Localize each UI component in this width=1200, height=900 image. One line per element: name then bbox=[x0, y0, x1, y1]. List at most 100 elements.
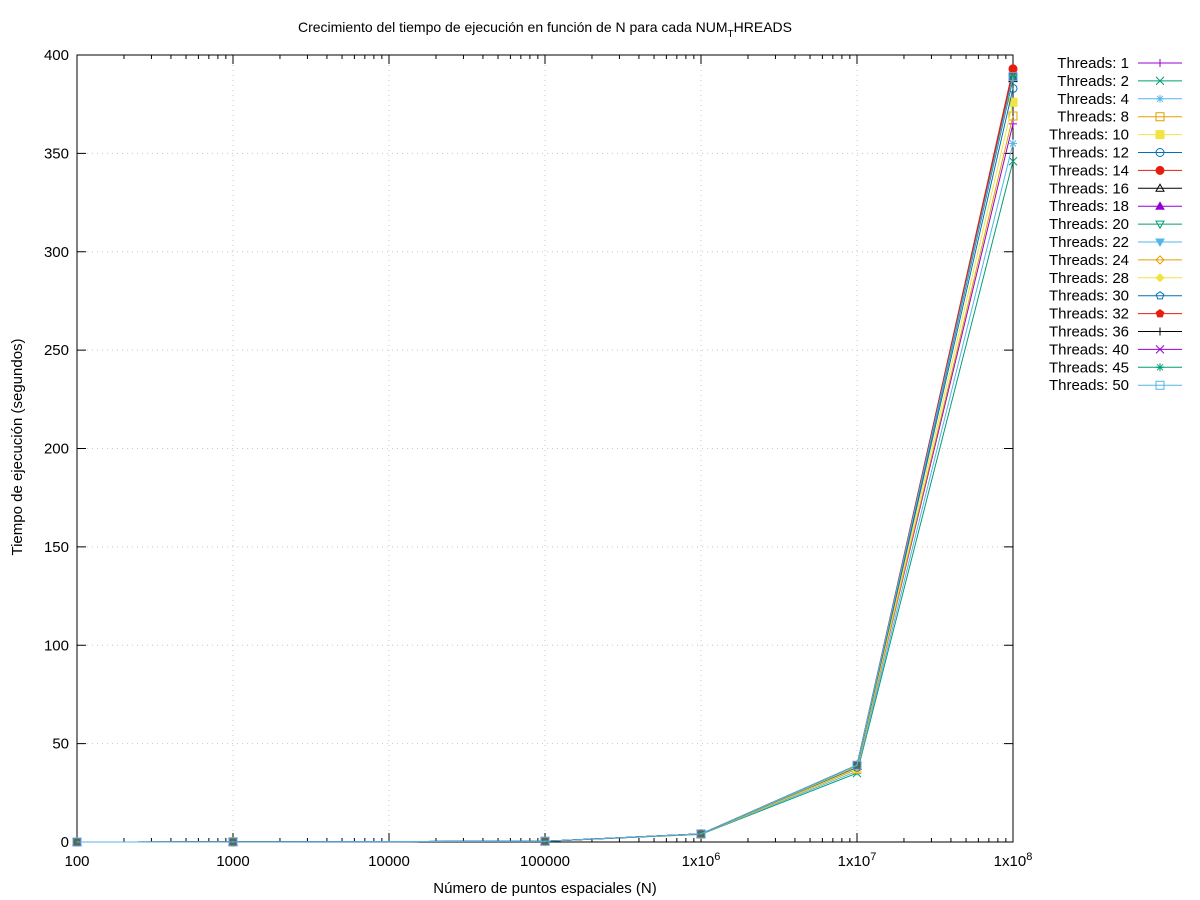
legend-item: Threads: 16 bbox=[1049, 180, 1182, 197]
series-14 bbox=[72, 70, 1018, 846]
series-13 bbox=[72, 69, 1018, 847]
y-tick-label: 350 bbox=[44, 145, 69, 162]
x-tick-label: 1x106 bbox=[682, 851, 721, 870]
series-line bbox=[76, 76, 1014, 843]
axes: 0 50 100 150 200 250 300 350 400 100 1000 10000 1000… bbox=[44, 47, 1032, 870]
legend-marker bbox=[1155, 76, 1165, 86]
legend-label: Threads: 50 bbox=[1049, 377, 1129, 394]
legend-item: Threads: 22 bbox=[1049, 234, 1182, 251]
data-point bbox=[1009, 119, 1017, 128]
legend-label: Threads: 22 bbox=[1049, 234, 1129, 251]
series-line bbox=[76, 161, 1014, 843]
series-17 bbox=[72, 72, 1018, 847]
legend-marker bbox=[1155, 130, 1165, 140]
legend-item: Threads: 1 bbox=[1057, 55, 1182, 72]
x-tick-label-base: 100000 bbox=[520, 853, 570, 870]
x-tick-label-base: 10000 bbox=[368, 853, 410, 870]
series-16 bbox=[73, 72, 1017, 846]
legend-item: Threads: 30 bbox=[1049, 288, 1182, 305]
series-layer bbox=[72, 64, 1018, 847]
legend-marker bbox=[1155, 345, 1165, 354]
data-point bbox=[228, 837, 238, 847]
x-tick-label-exponent: 6 bbox=[714, 851, 720, 863]
legend-label: Threads: 2 bbox=[1057, 73, 1129, 90]
legend-label: Threads: 36 bbox=[1049, 324, 1129, 341]
legend-marker bbox=[1155, 291, 1165, 300]
legend-item: Threads: 32 bbox=[1049, 306, 1182, 323]
legend-item: Threads: 14 bbox=[1049, 162, 1182, 179]
legend-item: Threads: 45 bbox=[1049, 359, 1182, 376]
series-12 bbox=[72, 69, 1018, 847]
legend-marker bbox=[1156, 59, 1164, 67]
legend-item: Threads: 20 bbox=[1049, 216, 1182, 233]
legend-label: Threads: 4 bbox=[1057, 91, 1129, 108]
series-18 bbox=[73, 72, 1017, 846]
data-point bbox=[1008, 72, 1018, 82]
y-tick-label: 0 bbox=[61, 834, 69, 851]
y-tick-label: 300 bbox=[44, 244, 69, 261]
legend-item: Threads: 8 bbox=[1057, 109, 1182, 126]
legend-item: Threads: 12 bbox=[1049, 145, 1182, 162]
series-line bbox=[76, 123, 1014, 843]
legend-label: Threads: 20 bbox=[1049, 216, 1129, 233]
legend-marker bbox=[1155, 380, 1165, 390]
legend-item: Threads: 2 bbox=[1057, 73, 1182, 90]
legend-item: Threads: 50 bbox=[1049, 377, 1182, 394]
data-point bbox=[540, 836, 550, 846]
legend-item: Threads: 28 bbox=[1049, 270, 1182, 287]
legend-marker bbox=[1156, 327, 1164, 336]
legend-label: Threads: 32 bbox=[1049, 306, 1129, 323]
legend-item: Threads: 18 bbox=[1049, 198, 1182, 215]
data-point bbox=[1008, 97, 1018, 107]
legend-label: Threads: 24 bbox=[1049, 252, 1129, 269]
legend-label: Threads: 45 bbox=[1049, 359, 1129, 376]
legend-label: Threads: 18 bbox=[1049, 198, 1129, 215]
legend-marker bbox=[1155, 308, 1165, 318]
series-line bbox=[76, 115, 1014, 843]
x-tick-label: 10000 bbox=[368, 853, 410, 870]
series-1 bbox=[73, 119, 1017, 846]
x-tick-label-exponent: 7 bbox=[870, 851, 876, 863]
legend-label: Threads: 10 bbox=[1049, 127, 1129, 144]
series-line bbox=[76, 74, 1014, 843]
x-tick-label: 100000 bbox=[520, 853, 570, 870]
legend-label: Threads: 28 bbox=[1049, 270, 1129, 287]
x-axis-label: Número de puntos espaciales (N) bbox=[433, 880, 656, 897]
data-point bbox=[852, 760, 862, 770]
x-tick-label: 1x107 bbox=[838, 851, 877, 870]
legend-label: Threads: 14 bbox=[1049, 162, 1129, 179]
x-tick-label: 1000 bbox=[216, 853, 249, 870]
series-line bbox=[76, 76, 1014, 843]
x-tick-label-base: 1000 bbox=[216, 853, 249, 870]
y-tick-label: 100 bbox=[44, 637, 69, 654]
x-tick-label-base: 100 bbox=[64, 853, 89, 870]
x-tick-label-base: 1x10 bbox=[682, 853, 715, 870]
series-line bbox=[76, 70, 1014, 843]
series-line bbox=[76, 143, 1014, 843]
legend-marker bbox=[1155, 220, 1165, 230]
legend-label: Threads: 12 bbox=[1049, 145, 1129, 162]
grid bbox=[77, 55, 1013, 842]
legend-marker bbox=[1155, 112, 1165, 122]
series-line bbox=[76, 76, 1014, 843]
chart-title: Crecimiento del tiempo de ejecución en f… bbox=[298, 19, 792, 40]
legend-marker bbox=[1155, 148, 1165, 157]
legend-item: Threads: 4 bbox=[1057, 91, 1182, 108]
legend-item: Threads: 40 bbox=[1049, 341, 1182, 358]
data-point bbox=[72, 837, 82, 847]
y-axis-label: Tiempo de ejecución (segundos) bbox=[9, 338, 26, 555]
legend-marker bbox=[1156, 363, 1164, 372]
x-tick-label-base: 1x10 bbox=[838, 853, 871, 870]
series-line bbox=[76, 76, 1014, 843]
y-tick-label: 50 bbox=[52, 736, 69, 753]
legend-item: Threads: 10 bbox=[1049, 127, 1182, 144]
x-tick-label-base: 1x10 bbox=[994, 853, 1027, 870]
series-line bbox=[76, 74, 1014, 843]
legend-marker bbox=[1156, 94, 1164, 103]
series-line bbox=[76, 76, 1014, 843]
legend-marker bbox=[1155, 273, 1165, 283]
series-9 bbox=[72, 71, 1018, 846]
y-tick-label: 250 bbox=[44, 342, 69, 359]
